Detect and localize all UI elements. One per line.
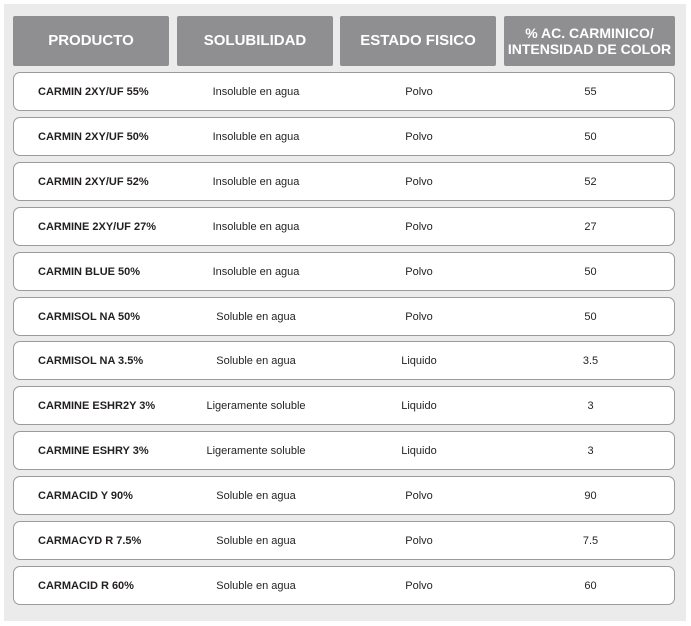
carminic-acid-value-cell: 3.5: [582, 354, 599, 367]
table-row: CARMACID R 60% Soluble en agua Polvo 60: [13, 566, 675, 605]
carminic-acid-value-cell: 3: [587, 399, 594, 412]
table-header: PRODUCTO SOLUBILIDAD ESTADO FISICO % AC.…: [13, 16, 683, 66]
solubility-cell: Insoluble en agua: [212, 220, 300, 233]
product-name-cell: CARMIN BLUE 50%: [38, 265, 141, 278]
product-name-cell: CARMIN 2XY/UF 55%: [38, 85, 149, 98]
carminic-acid-value-cell: 52: [584, 175, 597, 188]
product-name-cell: CARMISOL NA 50%: [38, 310, 141, 323]
carminic-acid-value-cell: 50: [584, 310, 597, 323]
carminic-acid-value-cell: 55: [584, 85, 597, 98]
table-panel: PRODUCTO SOLUBILIDAD ESTADO FISICO % AC.…: [4, 4, 686, 621]
product-name-cell: CARMACID Y 90%: [38, 489, 133, 502]
solubility-cell: Soluble en agua: [216, 489, 296, 502]
physical-state-cell: Polvo: [405, 534, 433, 547]
solubility-cell: Soluble en agua: [216, 354, 296, 367]
table-row: CARMIN 2XY/UF 55% Insoluble en agua Polvo 5…: [13, 72, 675, 111]
table-row: CARMINE ESHR2Y 3% Ligeramente soluble Liqu…: [13, 386, 675, 425]
table-row: CARMINE ESHRY 3% Ligeramente soluble Liqui…: [13, 431, 675, 470]
carminic-acid-value-cell: 60: [584, 579, 597, 592]
product-name-cell: CARMISOL NA 3.5%: [38, 354, 144, 367]
header-acido-carminico: % AC. CARMINICO/ INTENSIDAD DE COLOR: [504, 16, 675, 66]
product-name-cell: CARMINE ESHRY 3%: [38, 444, 149, 457]
physical-state-cell: Polvo: [405, 579, 433, 592]
product-name-cell: CARMINE 2XY/UF 27%: [38, 220, 156, 233]
table-row: CARMIN 2XY/UF 52% Insoluble en agua Polvo 5…: [13, 162, 675, 201]
physical-state-cell: Polvo: [405, 265, 433, 278]
carminic-acid-value-cell: 50: [584, 130, 597, 143]
table-row: CARMINE 2XY/UF 27% Insoluble en agua Polvo…: [13, 207, 675, 246]
carminic-acid-value-cell: 7.5: [582, 534, 599, 547]
carminic-acid-value-cell: 50: [584, 265, 597, 278]
product-name-cell: CARMACID R 60%: [38, 579, 134, 592]
physical-state-cell: Liquido: [401, 399, 437, 412]
carminic-acid-value-cell: 90: [584, 489, 597, 502]
solubility-cell: Insoluble en agua: [212, 130, 300, 143]
physical-state-cell: Liquido: [401, 444, 437, 457]
carminic-acid-value-cell: 27: [584, 220, 597, 233]
table-row: CARMACYD R 7.5% Soluble en agua Polvo 7.5: [13, 521, 675, 560]
solubility-cell: Insoluble en agua: [212, 85, 300, 98]
header-producto: PRODUCTO: [13, 16, 169, 66]
table-row: CARMISOL NA 3.5% Soluble en agua Liquido 3.…: [13, 341, 675, 380]
physical-state-cell: Polvo: [405, 220, 433, 233]
carminic-acid-value-cell: 3: [587, 444, 594, 457]
solubility-cell: Soluble en agua: [216, 579, 296, 592]
physical-state-cell: Polvo: [405, 85, 433, 98]
physical-state-cell: Liquido: [401, 354, 437, 367]
header-solubilidad: SOLUBILIDAD: [177, 16, 333, 66]
solubility-cell: Ligeramente soluble: [206, 444, 306, 457]
solubility-cell: Insoluble en agua: [212, 175, 300, 188]
solubility-cell: Insoluble en agua: [212, 265, 300, 278]
header-estado-fisico: ESTADO FISICO: [340, 16, 496, 66]
solubility-cell: Ligeramente soluble: [206, 399, 306, 412]
solubility-cell: Soluble en agua: [216, 534, 296, 547]
table-row: CARMISOL NA 50% Soluble en agua Polvo 50: [13, 297, 675, 336]
header-acido-carminico-label: % AC. CARMINICO/ INTENSIDAD DE COLOR: [507, 25, 672, 57]
product-name-cell: CARMIN 2XY/UF 52%: [38, 175, 149, 188]
physical-state-cell: Polvo: [405, 310, 433, 323]
physical-state-cell: Polvo: [405, 175, 433, 188]
solubility-cell: Soluble en agua: [216, 310, 296, 323]
product-name-cell: CARMIN 2XY/UF 50%: [38, 130, 149, 143]
table-row: CARMIN BLUE 50% Insoluble en agua Polvo 50: [13, 252, 675, 291]
table-row: CARMIN 2XY/UF 50% Insoluble en agua Polvo 5…: [13, 117, 675, 156]
physical-state-cell: Polvo: [405, 130, 433, 143]
table-row: CARMACID Y 90% Soluble en agua Polvo 90: [13, 476, 675, 515]
product-name-cell: CARMINE ESHR2Y 3%: [38, 399, 156, 412]
physical-state-cell: Polvo: [405, 489, 433, 502]
product-name-cell: CARMACYD R 7.5%: [38, 534, 142, 547]
